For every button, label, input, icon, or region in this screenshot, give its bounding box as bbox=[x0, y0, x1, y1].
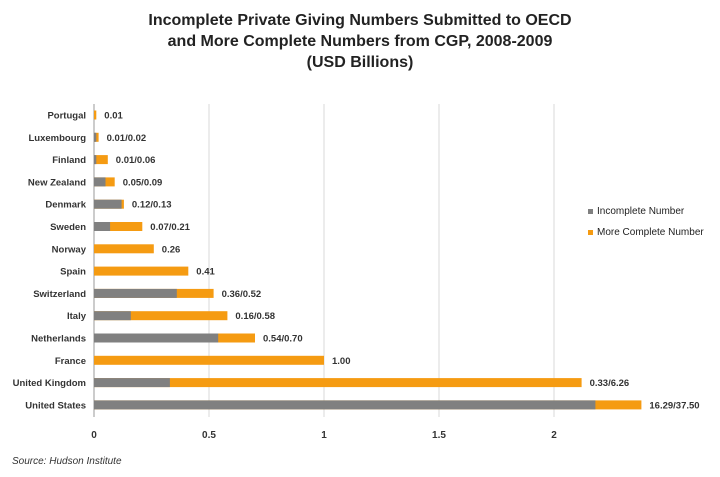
bar-complete bbox=[94, 244, 154, 254]
bar-incomplete bbox=[94, 333, 219, 343]
data-label: 0.05/0.09 bbox=[123, 177, 163, 188]
category-label: Finland bbox=[52, 155, 86, 166]
bar-complete bbox=[94, 378, 582, 388]
bar-incomplete bbox=[94, 378, 170, 388]
category-label: Denmark bbox=[45, 200, 86, 211]
data-label: 0.01/0.06 bbox=[116, 155, 156, 166]
bar-incomplete bbox=[94, 400, 596, 410]
data-label: 0.54/0.70 bbox=[263, 334, 303, 345]
data-label: 0.41 bbox=[196, 267, 215, 278]
bar-complete bbox=[94, 110, 97, 120]
data-label: 0.01/0.02 bbox=[107, 133, 147, 144]
bar-incomplete bbox=[94, 311, 131, 321]
category-label: Luxembourg bbox=[28, 133, 86, 144]
legend-label-incomplete: Incomplete Number bbox=[597, 206, 685, 217]
category-label: United Kingdom bbox=[13, 378, 86, 389]
bar-incomplete bbox=[94, 132, 97, 142]
category-label: Portugal bbox=[47, 111, 86, 122]
data-label: 0.12/0.13 bbox=[132, 200, 172, 211]
data-label: 0.36/0.52 bbox=[222, 289, 262, 300]
bar-incomplete bbox=[94, 288, 177, 298]
category-label: Norway bbox=[52, 244, 87, 255]
legend-swatch-incomplete bbox=[588, 209, 593, 214]
chart-title-line-2: and More Complete Numbers from CGP, 2008… bbox=[167, 33, 553, 50]
category-label: Switzerland bbox=[33, 289, 86, 300]
data-label: 16.29/37.50 bbox=[649, 400, 699, 411]
bar-incomplete bbox=[94, 155, 97, 165]
source-note: Source: Hudson Institute bbox=[12, 456, 122, 467]
legend-label-complete: More Complete Number bbox=[597, 227, 704, 238]
bar-complete bbox=[94, 311, 228, 321]
bar-complete bbox=[94, 155, 108, 165]
chart-title-line-3: (USD Billions) bbox=[306, 54, 414, 71]
category-label: New Zealand bbox=[28, 177, 86, 188]
x-tick-label: 0 bbox=[91, 430, 97, 441]
chart-title: Incomplete Private Giving Numbers Submit… bbox=[0, 10, 720, 73]
bar-incomplete bbox=[94, 199, 122, 209]
category-label: Italy bbox=[67, 311, 87, 322]
x-tick-label: 1.5 bbox=[432, 430, 446, 441]
legend-incomplete: Incomplete Number bbox=[588, 206, 684, 217]
bar-complete bbox=[94, 355, 324, 365]
data-label: 0.26 bbox=[162, 244, 181, 255]
data-label: 0.01 bbox=[104, 111, 123, 122]
data-label: 0.33/6.26 bbox=[590, 378, 630, 389]
category-label: Netherlands bbox=[31, 334, 86, 345]
x-tick-label: 2 bbox=[551, 430, 557, 441]
bar-complete bbox=[94, 266, 189, 276]
category-label: Sweden bbox=[50, 222, 86, 233]
legend-swatch-complete bbox=[588, 230, 593, 235]
bar-incomplete bbox=[94, 177, 106, 187]
x-tick-label: 0.5 bbox=[202, 430, 216, 441]
legend-complete: More Complete Number bbox=[588, 227, 704, 238]
bar-complete bbox=[94, 222, 143, 231]
category-label: Spain bbox=[60, 267, 86, 278]
data-label: 0.07/0.21 bbox=[150, 222, 190, 233]
bar-incomplete bbox=[94, 222, 111, 231]
data-label: 0.16/0.58 bbox=[235, 311, 275, 322]
data-label: 1.00 bbox=[332, 356, 351, 367]
category-label: United States bbox=[25, 400, 86, 411]
x-tick-label: 1 bbox=[321, 430, 327, 441]
category-label: France bbox=[55, 356, 86, 367]
chart-title-line-1: Incomplete Private Giving Numbers Submit… bbox=[148, 12, 572, 29]
